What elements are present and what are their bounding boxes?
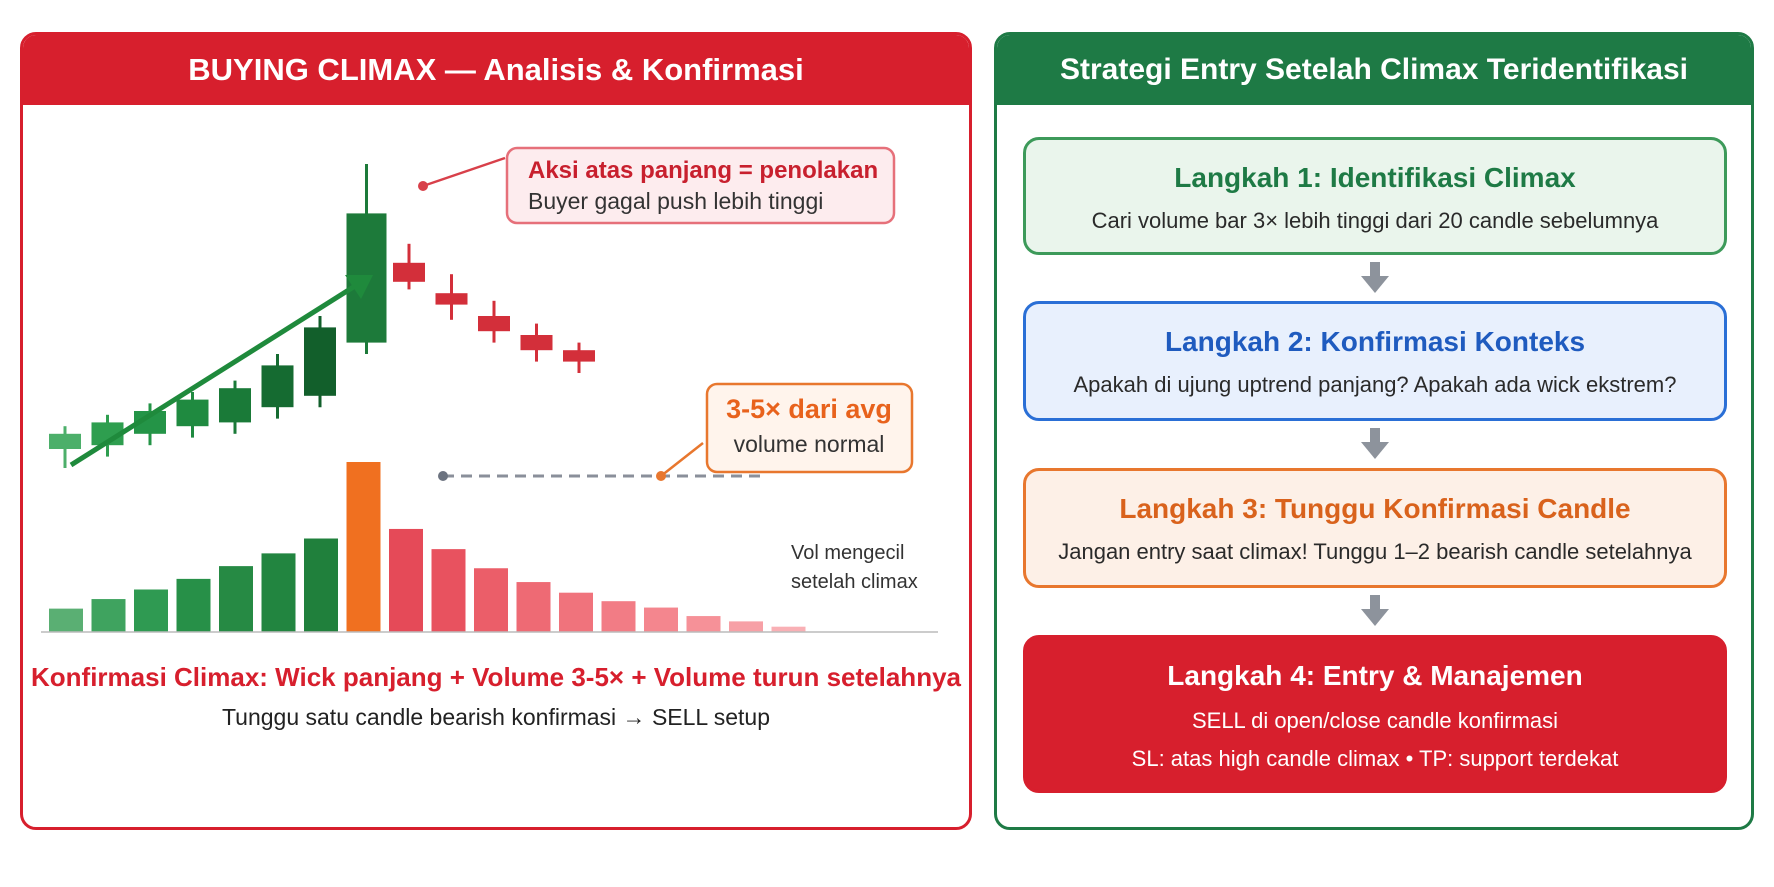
volume-callout: 3-5× dari avg volume normal [438, 382, 914, 481]
left-panel-title: BUYING CLIMAX — Analisis & Konfirmasi [23, 35, 969, 105]
candle-body [304, 327, 336, 396]
volume-bar [91, 599, 126, 632]
candle [261, 354, 294, 419]
step-3-desc: Jangan entry saat climax! Tunggu 1–2 bea… [1058, 539, 1692, 564]
candle [134, 403, 166, 446]
candle [478, 300, 510, 343]
step-4-title: Langkah 4: Entry & Manajemen [1167, 660, 1583, 691]
candle [49, 426, 81, 468]
arrow-down-icon [1361, 262, 1389, 293]
step-2-card: Langkah 2: Konfirmasi Konteks Apakah di … [1023, 301, 1727, 421]
climax-candle [346, 164, 387, 354]
vol-note-line1: Vol mengecil [791, 542, 904, 564]
wick-callout-title: Aksi atas panjang = penolakan [528, 157, 878, 184]
volume-bar [516, 582, 551, 632]
step-2-desc: Apakah di ujung uptrend panjang? Apakah … [1073, 372, 1677, 397]
candle [435, 274, 468, 320]
volume-bar [389, 528, 423, 632]
step-1-card: Langkah 1: Identifikasi Climax Cari volu… [1023, 137, 1727, 255]
candle-body [563, 350, 595, 362]
uptrend-arrow [69, 275, 373, 468]
volume-bars [49, 462, 806, 632]
volume-bar [601, 601, 636, 632]
arrow-down-icon [1361, 595, 1389, 626]
volume-bar [644, 607, 678, 632]
climax-volume-bar [346, 462, 381, 632]
right-panel: Strategi Entry Setelah Climax Teridentif… [994, 32, 1754, 830]
volume-bar [771, 626, 806, 632]
left-panel: BUYING CLIMAX — Analisis & Konfirmasi Ak… [20, 32, 972, 830]
candle-body [520, 335, 553, 351]
candle [219, 380, 251, 434]
step-1-desc: Cari volume bar 3× lebih tinggi dari 20 … [1091, 208, 1659, 233]
volume-bar [49, 608, 83, 632]
step-2-title: Langkah 2: Konfirmasi Konteks [1164, 326, 1586, 357]
volume-bar [261, 553, 296, 632]
step-4-card: Langkah 4: Entry & Manajemen SELL di ope… [1023, 635, 1727, 793]
candlesticks [49, 164, 595, 468]
volume-bar [219, 566, 253, 632]
wick-callout-desc: Buyer gagal push lebih tinggi [528, 188, 823, 214]
step-4-desc-line1: SELL di open/close candle konfirmasi [1191, 708, 1559, 733]
candle [176, 392, 209, 438]
volume-bar [431, 549, 466, 632]
candle [563, 342, 595, 373]
step-3-card: Langkah 3: Tunggu Konfirmasi Candle Jang… [1023, 468, 1727, 588]
candle-body [176, 399, 209, 427]
step-1-title: Langkah 1: Identifikasi Climax [1174, 162, 1576, 193]
volume-bar [729, 621, 763, 632]
volume-bar [134, 589, 168, 632]
step-3-title: Langkah 3: Tunggu Konfirmasi Candle [1119, 493, 1631, 524]
arrow-down-icon [1361, 428, 1389, 459]
volume-callout-desc: volume normal [734, 431, 885, 457]
volume-bar [304, 538, 338, 632]
vol-note-line2: setelah climax [791, 571, 918, 593]
volume-bar [686, 616, 721, 632]
volume-bar [176, 578, 211, 632]
candle-body [134, 411, 166, 434]
sub-text: Tunggu satu candle bearish konfirmasi → … [222, 704, 770, 730]
confirm-text: Konfirmasi Climax: Wick panjang + Volume… [31, 662, 962, 692]
candle-body [478, 316, 510, 332]
volume-bar [474, 568, 508, 632]
candle-body [393, 262, 425, 282]
candle [520, 323, 553, 362]
candle-body [261, 365, 294, 408]
candle-body [49, 433, 81, 449]
volume-bar [559, 592, 593, 632]
right-panel-title: Strategi Entry Setelah Climax Teridentif… [997, 35, 1751, 105]
step-4-desc-line2: SL: atas high candle climax • TP: suppor… [1131, 746, 1619, 771]
buying-climax-chart: Aksi atas panjang = penolakan Buyer gaga… [31, 146, 962, 730]
wick-callout: Aksi atas panjang = penolakan Buyer gaga… [418, 146, 896, 225]
candle-body [219, 388, 251, 423]
candle [304, 316, 336, 408]
volume-callout-title: 3-5× dari avg [726, 394, 892, 424]
candle-body [435, 293, 468, 305]
candle [393, 243, 425, 290]
